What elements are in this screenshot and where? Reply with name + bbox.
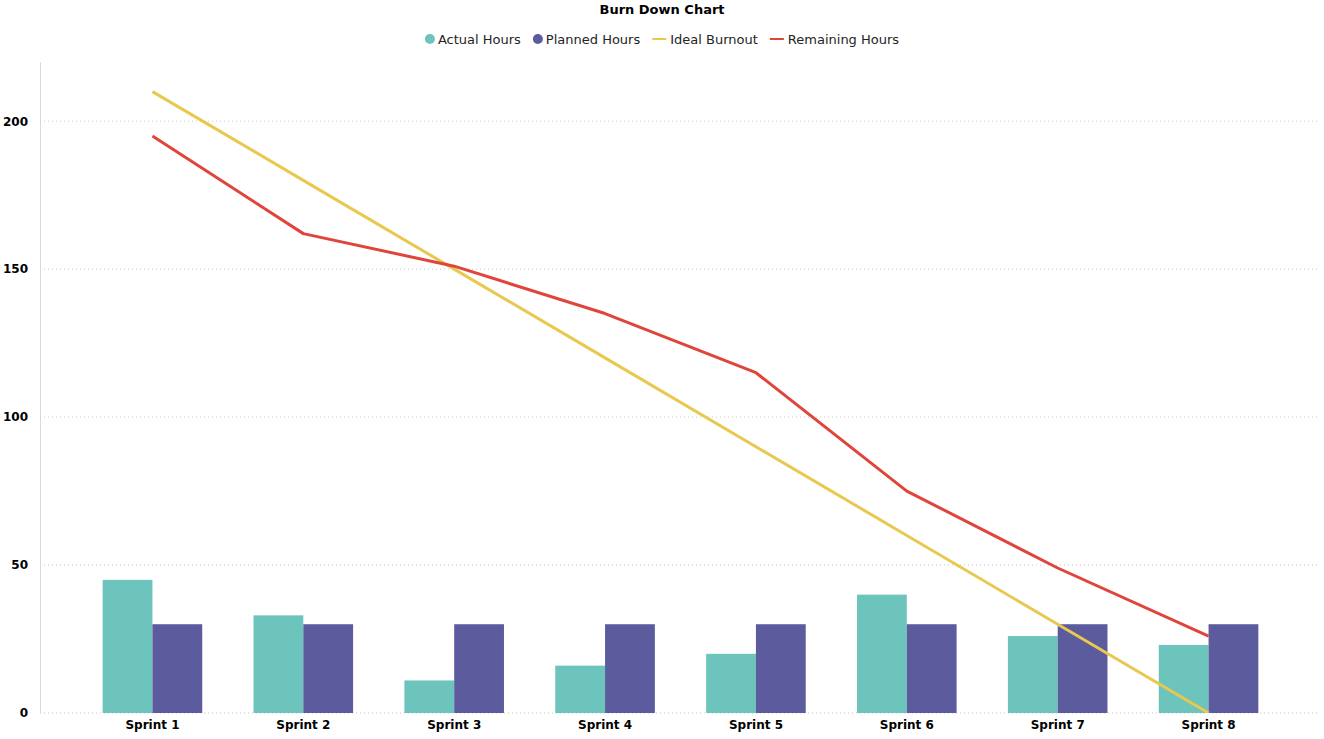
- x-tick: Sprint 5: [729, 713, 783, 732]
- legend: Actual Hours Planned Hours Ideal Burnout Re…: [425, 32, 899, 47]
- plot-area: [103, 92, 1259, 713]
- x-tick-label: Sprint 2: [276, 718, 330, 732]
- x-tick-label: Sprint 4: [578, 718, 632, 732]
- bar: [303, 624, 353, 713]
- x-tick: Sprint 2: [276, 713, 330, 732]
- x-tick: Sprint 4: [578, 713, 632, 732]
- legend-label: Planned Hours: [546, 32, 641, 47]
- bar: [857, 595, 907, 713]
- grid: [40, 121, 1320, 713]
- legend-item: Actual Hours: [425, 32, 521, 47]
- bar: [1159, 645, 1209, 713]
- y-tick-label: 200: [3, 115, 28, 129]
- x-tick-label: Sprint 5: [729, 718, 783, 732]
- legend-label: Ideal Burnout: [670, 32, 758, 47]
- x-tick-label: Sprint 7: [1031, 718, 1085, 732]
- x-tick: Sprint 1: [125, 713, 179, 732]
- y-tick: 0: [20, 706, 40, 720]
- legend-symbol: [533, 34, 543, 44]
- bar: [1008, 636, 1058, 713]
- grid-line: [40, 417, 1320, 418]
- grid-line: [40, 269, 1320, 270]
- y-tick: 100: [3, 410, 40, 424]
- bar-series: [103, 580, 1209, 713]
- x-tick-label: Sprint 3: [427, 718, 481, 732]
- y-tick-label: 0: [20, 706, 28, 720]
- legend-item: Ideal Burnout: [652, 32, 758, 47]
- y-axis-line: [40, 63, 41, 714]
- y-tick-label: 100: [3, 410, 28, 424]
- legend-symbol: [770, 38, 784, 40]
- legend-label: Actual Hours: [438, 32, 521, 47]
- legend-label: Remaining Hours: [788, 32, 899, 47]
- y-tick-label: 150: [3, 262, 28, 276]
- x-axis: Sprint 1 Sprint 2 Sprint 3 Sprint 4 Sprint 5…: [125, 713, 1235, 732]
- x-tick: Sprint 3: [427, 713, 481, 732]
- y-tick: 150: [3, 262, 40, 276]
- bar: [706, 654, 756, 713]
- x-tick: Sprint 7: [1031, 713, 1085, 732]
- grid-line: [40, 121, 1320, 122]
- y-axis: 0 50 100 150 200: [3, 63, 41, 721]
- bar: [103, 580, 153, 713]
- bar-series: [152, 624, 1258, 713]
- bar: [152, 624, 202, 713]
- legend-symbol: [425, 34, 435, 44]
- x-tick-label: Sprint 1: [125, 718, 179, 732]
- chart: Burn Down Chart050100150200Sprint 1Sprin…: [0, 0, 1324, 739]
- bar: [756, 624, 806, 713]
- y-tick: 50: [11, 558, 40, 572]
- y-tick-label: 50: [11, 558, 28, 572]
- bar: [907, 624, 957, 713]
- x-tick: Sprint 6: [880, 713, 934, 732]
- legend-symbol: [652, 38, 666, 40]
- x-tick: Sprint 8: [1182, 713, 1236, 732]
- legend-item: Planned Hours: [533, 32, 641, 47]
- bar: [605, 624, 655, 713]
- title: Burn Down Chart: [599, 2, 724, 17]
- bar: [1209, 624, 1259, 713]
- grid-line: [40, 713, 1320, 714]
- grid-line: [40, 565, 1320, 566]
- x-tick-label: Sprint 6: [880, 718, 934, 732]
- line: [152, 92, 1208, 713]
- bar: [404, 680, 454, 713]
- bar: [254, 615, 304, 713]
- bar: [555, 666, 605, 713]
- bar: [454, 624, 504, 713]
- y-tick: 200: [3, 115, 40, 129]
- legend-item: Remaining Hours: [770, 32, 899, 47]
- line: [152, 136, 1208, 636]
- x-tick-label: Sprint 8: [1182, 718, 1236, 732]
